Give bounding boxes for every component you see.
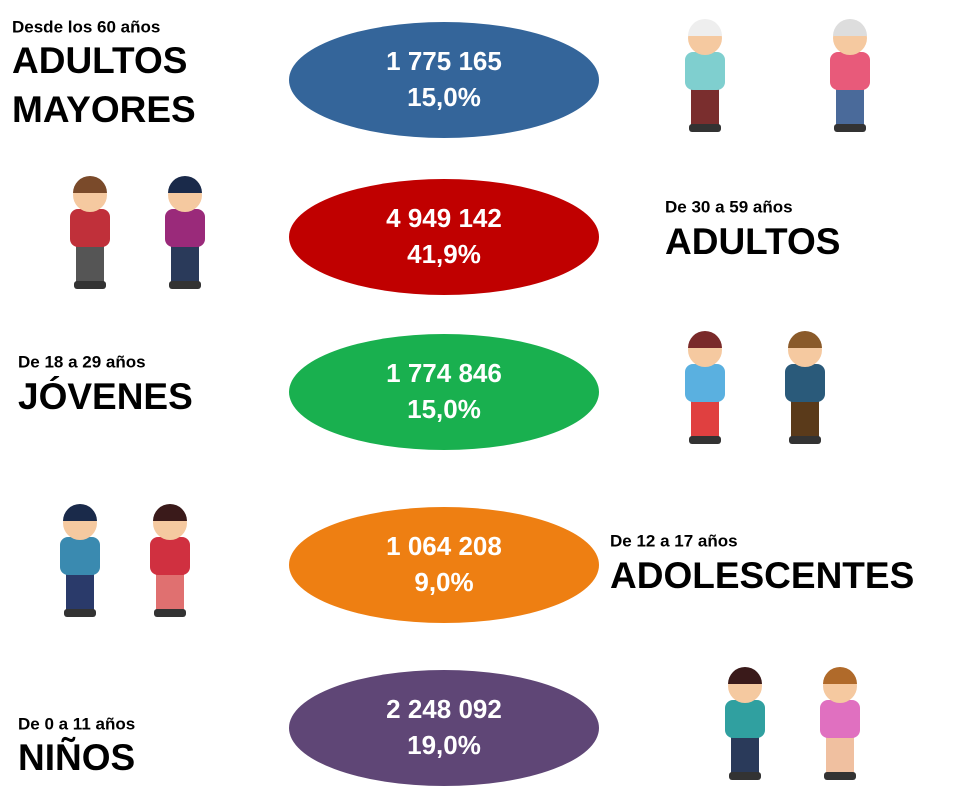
age-range: De 30 a 59 años xyxy=(665,197,793,216)
person-icon xyxy=(785,331,825,444)
person-icon xyxy=(725,667,765,780)
age-range: De 12 a 17 años xyxy=(610,531,738,550)
person-icon xyxy=(70,176,110,289)
shoes xyxy=(789,436,821,444)
percent: 15,0% xyxy=(407,82,481,112)
percent: 41,9% xyxy=(407,239,481,269)
hair xyxy=(688,331,722,348)
shirt xyxy=(830,52,870,90)
group-title: ADULTOS xyxy=(12,40,187,81)
hair xyxy=(153,504,187,521)
shirt xyxy=(785,364,825,402)
legs xyxy=(66,569,94,611)
shirt xyxy=(725,700,765,738)
count: 1 775 165 xyxy=(386,46,502,76)
hair xyxy=(63,504,97,521)
shoes xyxy=(834,124,866,132)
person-icon xyxy=(830,19,870,132)
group-title: JÓVENES xyxy=(18,375,193,417)
hair xyxy=(73,176,107,193)
person-icon xyxy=(685,331,725,444)
shirt xyxy=(685,364,725,402)
legs xyxy=(826,732,854,774)
shoes xyxy=(64,609,96,617)
legs xyxy=(791,396,819,438)
legs xyxy=(76,241,104,283)
person-icon xyxy=(820,667,860,780)
legs xyxy=(731,732,759,774)
shirt xyxy=(165,209,205,247)
hair xyxy=(833,19,867,36)
percent: 9,0% xyxy=(414,567,473,597)
legs xyxy=(171,241,199,283)
group-title: MAYORES xyxy=(12,89,196,130)
group-title: ADOLESCENTES xyxy=(610,555,914,596)
hair xyxy=(823,667,857,684)
group-title: ADULTOS xyxy=(665,221,840,262)
hair xyxy=(688,19,722,36)
person-icon xyxy=(150,504,190,617)
hair xyxy=(728,667,762,684)
shoes xyxy=(689,436,721,444)
person-icon xyxy=(60,504,100,617)
shoes xyxy=(689,124,721,132)
value-bubble xyxy=(289,179,599,295)
shoes xyxy=(729,772,761,780)
shirt xyxy=(70,209,110,247)
shirt xyxy=(820,700,860,738)
legs xyxy=(691,84,719,126)
legs xyxy=(836,84,864,126)
age-range: De 18 a 29 años xyxy=(18,352,146,371)
person-icon xyxy=(685,19,725,132)
legs xyxy=(691,396,719,438)
shoes xyxy=(74,281,106,289)
value-bubble xyxy=(289,334,599,450)
age-range: De 0 a 11 años xyxy=(18,714,135,733)
count: 2 248 092 xyxy=(386,694,502,724)
value-bubble xyxy=(289,507,599,623)
shirt xyxy=(685,52,725,90)
hair xyxy=(168,176,202,193)
shirt xyxy=(150,537,190,575)
age-range: Desde los 60 años xyxy=(12,17,160,36)
shoes xyxy=(154,609,186,617)
shoes xyxy=(169,281,201,289)
legs xyxy=(156,569,184,611)
percent: 19,0% xyxy=(407,730,481,760)
count: 4 949 142 xyxy=(386,203,502,233)
shoes xyxy=(824,772,856,780)
count: 1 064 208 xyxy=(386,531,502,561)
percent: 15,0% xyxy=(407,394,481,424)
shirt xyxy=(60,537,100,575)
hair xyxy=(788,331,822,348)
value-bubble xyxy=(289,670,599,786)
value-bubble xyxy=(289,22,599,138)
group-title: NIÑOS xyxy=(18,736,135,778)
person-icon xyxy=(165,176,205,289)
count: 1 774 846 xyxy=(386,358,502,388)
